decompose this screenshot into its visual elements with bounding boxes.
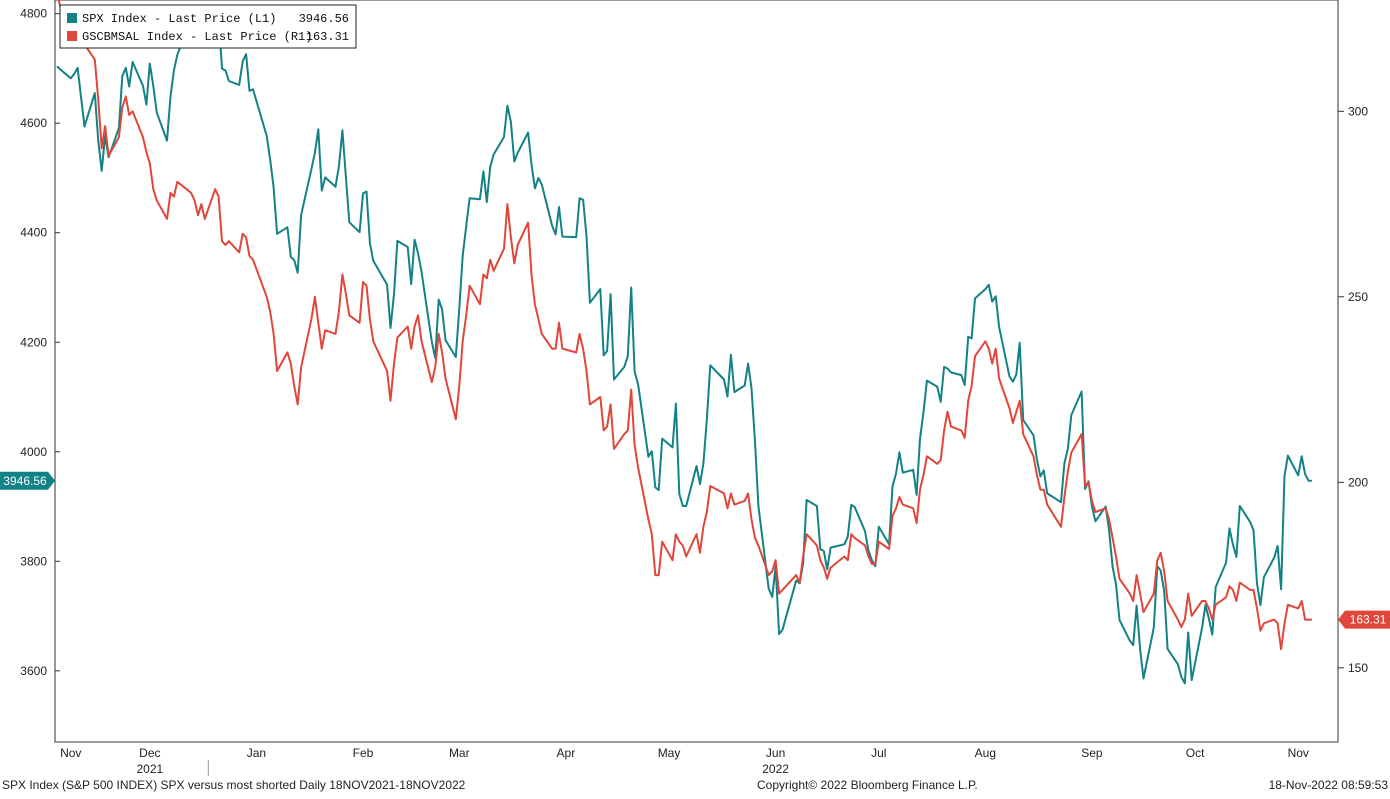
legend-swatch-spx xyxy=(67,13,77,23)
x-tick-label: Feb xyxy=(353,746,374,760)
left-tick-label: 4000 xyxy=(20,445,47,459)
gscbmsal-last-value-label: 163.31 xyxy=(1350,613,1387,627)
right-tick-label: 150 xyxy=(1348,661,1368,675)
x-tick-label: Dec xyxy=(139,746,160,760)
spx-last-value-label: 3946.56 xyxy=(3,474,47,488)
x-tick-label: Apr xyxy=(557,746,576,760)
footer-timestamp: 18-Nov-2022 08:59:53 xyxy=(1268,778,1388,792)
legend-swatch-gscbmsal xyxy=(67,31,77,41)
x-tick-label: Jul xyxy=(871,746,886,760)
x-tick-label: Jan xyxy=(247,746,266,760)
x-tick-label: Aug xyxy=(975,746,996,760)
spx-series-line xyxy=(56,14,1312,685)
legend-entry-name: SPX Index - Last Price (L1) xyxy=(82,12,276,26)
x-tick-label: Oct xyxy=(1186,746,1205,760)
series-layer xyxy=(56,0,1312,685)
x-year-label: 2021 xyxy=(136,762,163,776)
left-tick-label: 4200 xyxy=(20,335,47,349)
right-tick-label: 300 xyxy=(1348,104,1368,118)
left-tick-label: 4600 xyxy=(20,116,47,130)
left-axis: 3600 3800 4000 4200 4400 4600 4800 xyxy=(20,7,60,678)
legend: SPX Index - Last Price (L1) 3946.56 GSCBMS… xyxy=(59,4,357,49)
gscbmsal-series-line xyxy=(57,0,1312,651)
left-tick-label: 3600 xyxy=(20,664,47,678)
footer-description: SPX Index (S&P 500 INDEX) SPX versus mos… xyxy=(2,778,466,792)
legend-entry-value: 163.31 xyxy=(306,30,349,44)
legend-entry-name: GSCBMSAL Index - Last Price (R1) xyxy=(82,30,312,44)
x-year-label: 2022 xyxy=(762,762,789,776)
left-tick-label: 3800 xyxy=(20,554,47,568)
left-tick-label: 4800 xyxy=(20,7,47,21)
x-tick-label: Mar xyxy=(449,746,470,760)
right-tick-label: 250 xyxy=(1348,290,1368,304)
left-tick-label: 4400 xyxy=(20,226,47,240)
legend-entry-value: 3946.56 xyxy=(299,12,349,26)
right-tick-label: 200 xyxy=(1348,475,1368,489)
footer-copyright: Copyright© 2022 Bloomberg Finance L.P. xyxy=(757,778,978,792)
gscbmsal-last-value-flag xyxy=(1338,610,1390,629)
x-tick-label: May xyxy=(658,746,681,760)
plot-frame xyxy=(54,0,1339,743)
x-axis: Nov Dec Jan Feb Mar Apr May Jun Jul Aug Sep Oct Nov 2… xyxy=(60,746,1309,776)
legend-box xyxy=(59,4,357,49)
x-tick-label: Jun xyxy=(766,746,785,760)
x-tick-label: Nov xyxy=(60,746,81,760)
last-value-labels: 3946.56 163.31 xyxy=(0,471,1390,629)
spx-last-value-flag xyxy=(0,471,55,490)
right-axis: 150 200 250 300 xyxy=(1338,104,1368,675)
x-tick-label: Sep xyxy=(1081,746,1103,760)
x-tick-label: Nov xyxy=(1288,746,1309,760)
